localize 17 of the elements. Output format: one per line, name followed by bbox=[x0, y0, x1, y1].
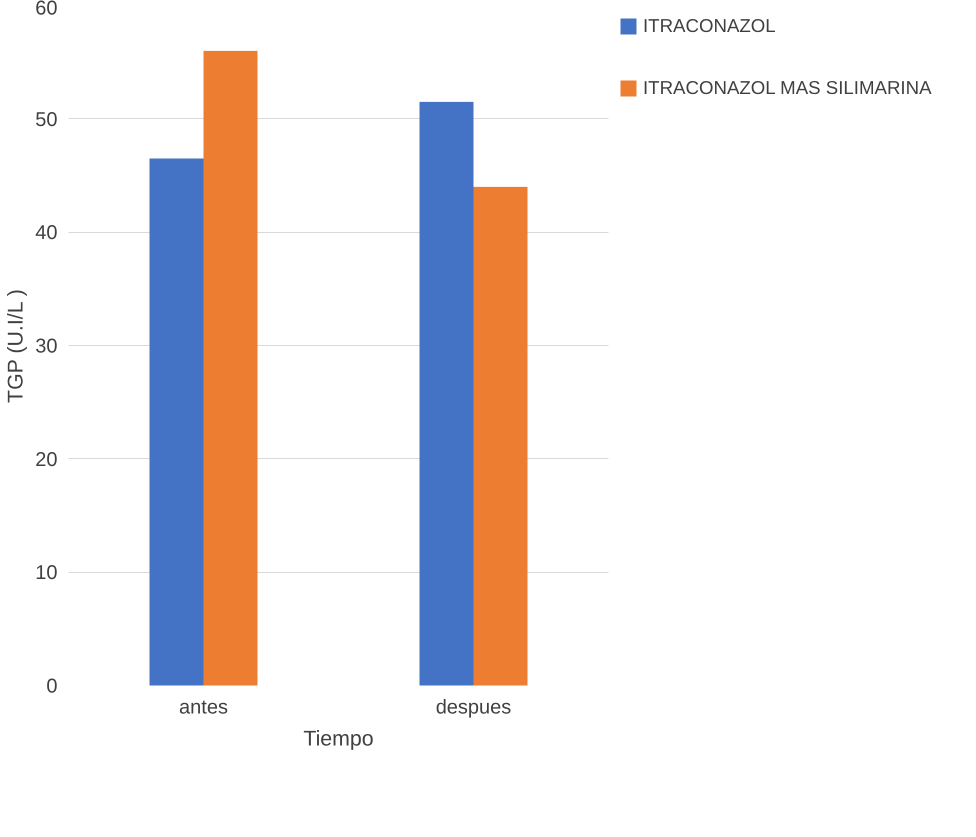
y-tick-label: 20 bbox=[35, 448, 58, 471]
y-tick-label: 60 bbox=[35, 0, 58, 20]
legend-label: ITRACONAZOL MAS SILIMARINA bbox=[643, 77, 932, 99]
bar bbox=[474, 186, 528, 686]
x-tick-label: despues bbox=[436, 696, 512, 718]
y-tick-label: 40 bbox=[35, 222, 58, 244]
y-tick-label: 10 bbox=[35, 562, 58, 584]
y-tick-label: 0 bbox=[46, 676, 58, 698]
x-axis-title: Tiempo bbox=[303, 726, 374, 750]
bar bbox=[150, 158, 204, 686]
y-axis-title: TGP (U.I/L ) bbox=[3, 289, 28, 403]
x-tick-label: antes bbox=[179, 696, 228, 718]
y-tick-label: 50 bbox=[35, 108, 58, 131]
legend-label: ITRACONAZOL bbox=[643, 15, 776, 37]
bar bbox=[204, 50, 258, 686]
y-tick-label: 30 bbox=[35, 336, 58, 358]
bar bbox=[420, 102, 474, 686]
